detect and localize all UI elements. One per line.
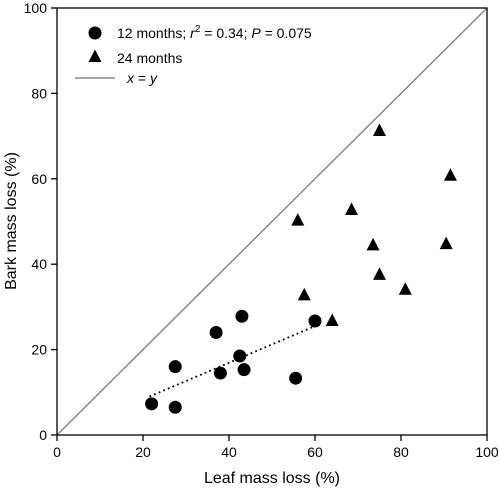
data-point-m12-6 <box>235 309 249 323</box>
x-tick-label: 20 <box>135 444 151 460</box>
data-point-m24-9 <box>443 168 457 181</box>
data-point-m24-4 <box>366 237 380 251</box>
data-point-m12-5 <box>233 349 247 363</box>
data-point-m24-6 <box>373 267 386 280</box>
y-tick-label: 80 <box>31 85 47 101</box>
x-axis-title: Leaf mass loss (%) <box>204 470 340 487</box>
y-tick-label: 60 <box>31 171 47 187</box>
reference-line <box>56 7 488 436</box>
data-point-m12-3 <box>209 326 223 340</box>
legend-label-12-months: 12 months; r2 = 0.34; P = 0.075 <box>117 24 312 41</box>
plot-frame <box>56 7 488 436</box>
data-point-m12-0 <box>145 397 159 411</box>
data-point-m12-1 <box>168 400 182 414</box>
data-point-m12-4 <box>213 366 227 380</box>
x-tick-label: 60 <box>307 444 323 460</box>
legend-label-24-months: 24 months <box>117 50 182 66</box>
y-tick-label: 0 <box>39 427 47 443</box>
legend-marker-12-months <box>88 26 102 40</box>
data-point-m12-2 <box>168 360 182 374</box>
x-tick-label: 80 <box>393 444 409 460</box>
data-point-m24-8 <box>439 236 453 250</box>
data-point-m12-9 <box>308 314 322 328</box>
data-point-m24-1 <box>297 287 311 301</box>
data-point-m24-2 <box>325 313 339 326</box>
legend-label-reference-line: x = y <box>126 70 158 86</box>
plot-layer <box>56 7 488 436</box>
tick-layer: 0 20 40 60 80 100 0 20 40 60 80 100 <box>24 0 499 460</box>
data-point-m24-0 <box>291 213 305 226</box>
y-axis-title: Bark mass loss (%) <box>3 152 20 290</box>
x-tick-label: 100 <box>475 444 499 460</box>
y-tick-label: 100 <box>24 0 48 16</box>
y-tick-label: 40 <box>31 256 47 272</box>
data-point-m12-8 <box>289 371 303 385</box>
data-point-m12-7 <box>237 363 251 377</box>
x-tick-label: 0 <box>53 444 61 460</box>
legend-marker-24-months <box>88 49 102 62</box>
data-point-m24-7 <box>398 282 412 295</box>
x-tick-label: 40 <box>221 444 237 460</box>
legend: 12 months; r2 = 0.34; P = 0.075 24 month… <box>75 24 312 86</box>
y-tick-label: 20 <box>31 342 47 358</box>
data-point-m24-3 <box>345 202 359 215</box>
data-point-m24-5 <box>373 123 386 136</box>
